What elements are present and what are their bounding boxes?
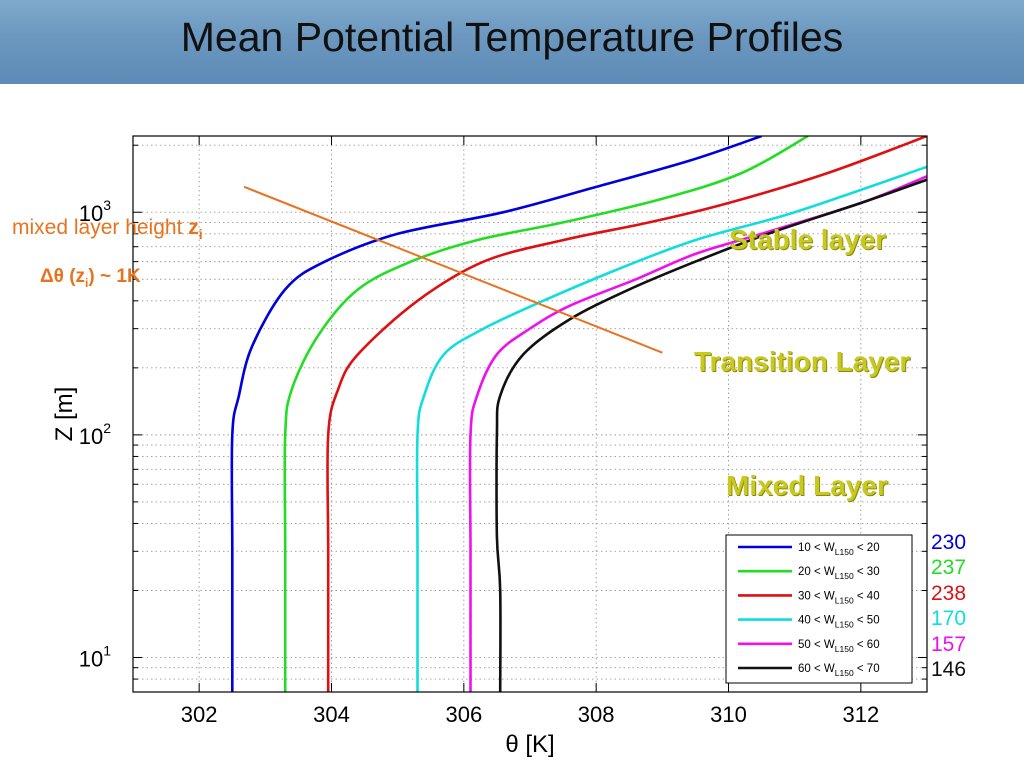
x-tick-label: 302	[181, 702, 218, 727]
sample-counts: 230 237 238 170 157 146	[931, 530, 1001, 682]
series-line-4	[415, 165, 927, 692]
legend-label-6: 60 < WL150 < 70	[798, 663, 880, 678]
zi-subscript: i	[198, 226, 203, 243]
transition-layer-label: Transition Layer	[694, 346, 911, 377]
delta-theta-annotation: Δθ (zi) ~ 1K	[40, 266, 141, 290]
count-series-5: 157	[931, 632, 967, 656]
count-series-4: 170	[931, 607, 967, 631]
count-series-1: 230	[931, 531, 967, 554]
x-tick-label: 310	[710, 702, 747, 727]
x-tick-label: 312	[842, 702, 879, 727]
count-series-6: 146	[931, 657, 967, 681]
plot-frame	[132, 135, 928, 693]
delta-theta-subscript: i	[85, 275, 89, 290]
series-line-3	[326, 136, 927, 692]
zi-symbol: z	[188, 216, 199, 239]
legend-label-3: 30 < WL150 < 40	[798, 590, 880, 605]
title-banner: Mean Potential Temperature Profiles	[0, 0, 1024, 84]
x-tick-label: 306	[445, 702, 482, 727]
legend-label-2: 20 < WL150 < 30	[798, 566, 880, 581]
count-series-3: 238	[931, 581, 967, 605]
y-axis-label: Z [m]	[51, 387, 78, 442]
legend-label-4: 40 < WL150 < 50	[798, 615, 880, 630]
series-line-6	[495, 178, 927, 692]
mixed-layer-height-line	[243, 185, 663, 354]
series-line-2	[283, 136, 809, 692]
y-tick-label: 103	[79, 197, 111, 226]
series-line-1	[230, 136, 763, 692]
stable-layer-label: Stable layer	[729, 224, 887, 255]
series-line-5	[468, 175, 927, 692]
x-tick-label: 308	[578, 702, 615, 727]
page-title: Mean Potential Temperature Profiles	[180, 14, 844, 60]
legend-label-5: 50 < WL150 < 60	[798, 639, 880, 654]
y-tick-label: 101	[79, 643, 111, 672]
delta-theta-prefix: Δθ (z	[40, 266, 86, 287]
x-axis-label: θ [K]	[505, 731, 554, 758]
mixed-layer-height-text: mixed layer height	[12, 216, 183, 239]
x-tick-label: 304	[313, 702, 350, 727]
delta-theta-suffix: ) ~ 1K	[88, 266, 141, 287]
legend-box	[725, 534, 913, 684]
y-tick-label: 102	[79, 420, 111, 449]
mixed-layer-label: Mixed Layer	[726, 470, 888, 501]
count-series-2: 237	[931, 556, 967, 580]
mixed-layer-height-annotation: mixed layer height zi	[12, 216, 203, 242]
legend-label-1: 10 < WL150 < 20	[798, 542, 880, 557]
